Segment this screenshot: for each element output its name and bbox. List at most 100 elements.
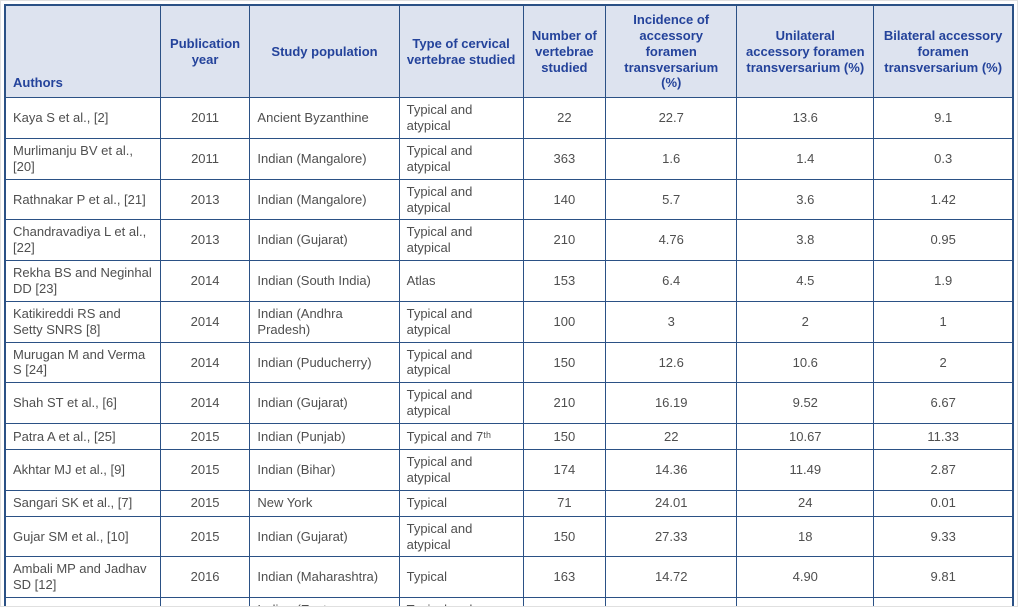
- table-cell: 22.7: [605, 97, 738, 140]
- table-cell: 2016: [159, 597, 251, 606]
- table-cell: 2016: [159, 556, 251, 599]
- table-cell: 27.33: [605, 515, 738, 558]
- table-cell: Typical and atypical: [398, 341, 524, 384]
- table-cell: 210: [522, 382, 607, 425]
- table-cell: Rathnakar P et al., [21]: [4, 178, 161, 221]
- table-cell: 2015: [159, 489, 251, 517]
- table-cell: Indian (Eastern Odisha): [249, 597, 400, 606]
- table-cell: 6.67: [873, 382, 1014, 425]
- table-cell: Typical and atypical: [398, 219, 524, 262]
- table-row: Gujar SM et al., [10] 2015 Indian (Gujarat…: [4, 515, 1014, 558]
- table-cell: 3.8: [736, 219, 875, 262]
- table-cell: Katikireddi RS and Setty SNRS [8]: [4, 300, 161, 343]
- table-cell: 1.42: [873, 178, 1014, 221]
- table-cell: 174: [522, 449, 607, 491]
- table-cell: Murugan M and Verma S [24]: [4, 341, 161, 384]
- header-cell: Bilateral accessory foramen transversari…: [873, 4, 1014, 99]
- table-row: Katikireddi RS and Setty SNRS [8] 2014 Ind…: [4, 300, 1014, 343]
- table-cell: 1.6: [605, 138, 738, 180]
- table-cell: 10.6: [736, 341, 875, 384]
- table-cell: 140: [522, 178, 607, 221]
- table-cell: 5.7: [605, 178, 738, 221]
- table-cell: 18: [736, 515, 875, 558]
- table-row: Rathnakar P et al., [21] 2013 Indian (Mang…: [4, 178, 1014, 221]
- table-cell: 2011: [159, 97, 251, 140]
- table-cell: 0.3: [873, 138, 1014, 180]
- table-cell: Indian (Gujarat): [249, 515, 400, 558]
- table-cell: Indian (Gujarat): [249, 382, 400, 425]
- table-cell: 2013: [159, 178, 251, 221]
- table-cell: 6.4: [605, 260, 738, 302]
- table-cell: 2011: [159, 138, 251, 180]
- table-cell: Indian (Puducherry): [249, 341, 400, 384]
- table-cell: 22: [522, 97, 607, 140]
- table-cell: 6.0: [605, 597, 738, 606]
- table-cell: 4.90: [736, 556, 875, 599]
- table-row: Patra A et al., [25] 2015 Indian (Punjab) T…: [4, 423, 1014, 451]
- table-cell: Typical and atypical: [398, 300, 524, 343]
- table-cell: Indian (Bihar): [249, 449, 400, 491]
- table-cell: 2014: [159, 260, 251, 302]
- table-cell: 13.6: [736, 97, 875, 140]
- table-cell: 2014: [159, 382, 251, 425]
- table-cell: Indian (Punjab): [249, 423, 400, 451]
- table-cell: Rekha BS and Neginhal DD [23]: [4, 260, 161, 302]
- table-cell: 2014: [159, 341, 251, 384]
- table-cell: Typical: [398, 489, 524, 517]
- table-cell: Indian (Maharashtra): [249, 556, 400, 599]
- table-cell: 2013: [159, 219, 251, 262]
- table-cell: 4.5: [736, 260, 875, 302]
- table-cell: 2015: [159, 515, 251, 558]
- table-row: Murlimanju BV et al., [20] 2011 Indian (Ma…: [4, 138, 1014, 180]
- table-cell: 133: [522, 597, 607, 606]
- table-cell: Chandravadiya L et al., [22]: [4, 219, 161, 262]
- table-cell: 16.19: [605, 382, 738, 425]
- table-cell: 4.76: [605, 219, 738, 262]
- table-cell: 11.33: [873, 423, 1014, 451]
- header-row: Authors Publication year Study population T…: [4, 4, 1014, 99]
- table-cell: 12.6: [605, 341, 738, 384]
- header-cell: Publication year: [159, 4, 251, 99]
- table-cell: Sangari SK et al., [7]: [4, 489, 161, 517]
- table-cell: Indian (Mangalore): [249, 138, 400, 180]
- table-cell: 100: [522, 300, 607, 343]
- table-cell: 1: [873, 300, 1014, 343]
- table-cell: New York: [249, 489, 400, 517]
- table-cell: Typical: [398, 556, 524, 599]
- table-cell: 163: [522, 556, 607, 599]
- table-cell: 9.1: [873, 97, 1014, 140]
- table-cell: 9.33: [873, 515, 1014, 558]
- table-cell: 150: [522, 515, 607, 558]
- table-cell: 2014: [159, 300, 251, 343]
- table-row: Shah ST et al., [6] 2014 Indian (Gujarat) T…: [4, 382, 1014, 425]
- table-cell: 10.67: [736, 423, 875, 451]
- table-cell: 22: [605, 423, 738, 451]
- table-row: Sangari SK et al., [7] 2015 New York Typica…: [4, 489, 1014, 517]
- table-row: Kaya S et al., [2] 2011 Ancient Byzanthine…: [4, 97, 1014, 140]
- table-cell: 1.9: [873, 260, 1014, 302]
- table-cell: 363: [522, 138, 607, 180]
- table-cell: Ambali MP and Jadhav SD [12]: [4, 556, 161, 599]
- table-row: Rekha BS and Neginhal DD [23] 2014 Indian …: [4, 260, 1014, 302]
- table-cell: Ancient Byzanthine: [249, 97, 400, 140]
- table-cell: Typical and 7ᵗʰ: [398, 423, 524, 451]
- table-cell: Shah ST et al., [6]: [4, 382, 161, 425]
- table-cell: 1.5: [873, 597, 1014, 606]
- header-cell: Study population: [249, 4, 400, 99]
- table-cell: Indian (Gujarat): [249, 219, 400, 262]
- table-row: Ambali MP and Jadhav SD [12] 2016 Indian (…: [4, 556, 1014, 599]
- table-cell: Patra A et al., [25]: [4, 423, 161, 451]
- table-cell: Typical and atypical: [398, 515, 524, 558]
- table-cell: 153: [522, 260, 607, 302]
- table-cell: Akhtar MJ et al., [9]: [4, 449, 161, 491]
- table-cell: 71: [522, 489, 607, 517]
- table-cell: 24: [736, 489, 875, 517]
- table-cell: 11.49: [736, 449, 875, 491]
- table-cell: 2015: [159, 423, 251, 451]
- table-cell: Typical and atypical: [398, 178, 524, 221]
- comparison-table: Authors Publication year Study population T…: [4, 4, 1014, 606]
- header-cell: Incidence of accessory foramen transvers…: [605, 4, 738, 99]
- table-row: Akhtar MJ et al., [9] 2015 Indian (Bihar) T…: [4, 449, 1014, 491]
